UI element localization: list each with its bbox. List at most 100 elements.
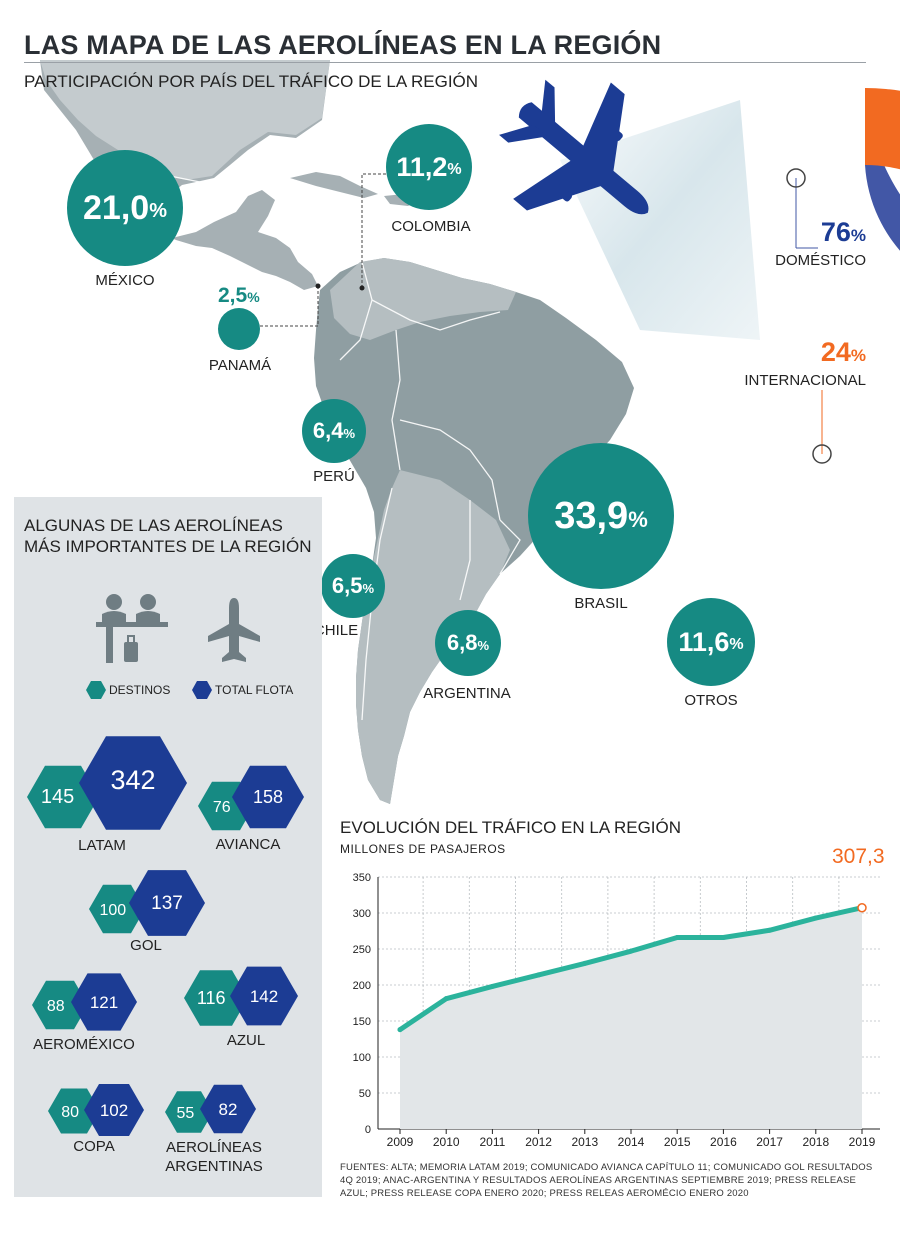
value-fleet-aeromexico: 121 [90,993,118,1012]
bubble-peru-unit: % [343,425,356,441]
airline-name-aeromexico: AEROMÉXICO [33,1036,135,1053]
value-fleet-copa: 102 [100,1101,128,1120]
value-fleet-avianca: 158 [253,787,283,807]
bubble-mexico: 21,0% [67,150,183,266]
y-tick-label: 100 [353,1052,371,1064]
airline-name-gol: GOL [130,937,162,954]
value-destinations-azul: 116 [197,988,226,1008]
donut-slice-international [865,88,900,170]
x-tick-label-2011: 2011 [479,1135,505,1149]
map-usa [40,60,330,180]
data-point-2016 [720,934,726,940]
label-peru: PERÚ [313,468,355,485]
data-point-2014 [628,948,634,954]
label-brasil: BRASIL [574,595,628,612]
airline-name-aerolineas-line1: AEROLÍNEAS [166,1139,262,1156]
value-fleet-gol: 137 [151,893,183,914]
data-point-2015 [674,934,680,940]
panama-value-label: 2,5% [218,284,260,308]
airline-name-aerolineas-line2: ARGENTINAS [165,1158,263,1175]
traffic-area [400,907,862,1129]
data-point-2019 [857,902,867,913]
data-point-2018 [813,915,819,921]
map-southern-cone [356,470,510,804]
value-fleet-aerolineas-argentinas: 82 [219,1100,238,1119]
bubble-chile-value: 6,5 [331,573,363,598]
hex-destinations-aeromexico [32,980,88,1030]
hex-fleet-avianca [232,765,304,829]
data-point-2012 [536,972,542,978]
label-chile: CHILE [313,622,359,639]
map-cuba [290,172,378,198]
bubble-peru: 6,4% [302,399,366,463]
x-tick-label-2018: 2018 [802,1135,829,1149]
x-tick-label-2014: 2014 [618,1135,645,1149]
x-tick-label-2019: 2019 [849,1135,876,1149]
airline-name-avianca: AVIANCA [215,836,281,853]
airline-name-latam: LATAM [78,837,126,854]
data-point-2013 [582,960,588,966]
international-value: 24 [820,337,851,367]
label-mexico: MÉXICO [95,272,155,289]
y-tick-label: 200 [353,980,371,992]
page-title: LAS MAPA DE LAS AEROLÍNEAS EN LA REGIÓN [24,30,662,60]
airlines-panel-title-line2: MÁS IMPORTANTES DE LA REGIÓN [24,537,312,556]
bubble-otros: 11,6% [667,598,755,686]
airplane-icon [499,79,649,215]
label-otros: OTROS [684,692,738,709]
y-tick-label: 0 [365,1124,371,1136]
destinations-icon [96,594,168,663]
bubble-mexico-value: 21,0 [83,188,150,227]
bubble-brasil-value: 33,9 [554,494,629,537]
hex-destinations-gol [89,884,145,934]
airline-name-azul: AZUL [226,1032,266,1049]
title-divider [24,62,866,63]
highlight-value-label: 307,3 [832,845,885,868]
x-tick-label-2016: 2016 [710,1135,737,1149]
airlines-panel-title-line1: ALGUNAS DE LAS AEROLÍNEAS [24,516,283,535]
bubble-argentina-unit: % [477,637,490,653]
hex-destinations-azul [184,970,248,1026]
bubble-mexico-unit: % [149,199,167,222]
legend-destinations-hex-icon [86,681,106,699]
data-point-2009 [397,1027,403,1033]
hex-fleet-azul [230,966,298,1026]
airline-name-aerolineas-argentinas: AEROLÍNEAS ARGENTINAS [165,1138,263,1176]
hex-fleet-copa [84,1084,144,1136]
bubble-colombia: 11,2% [386,124,472,210]
x-tick-label-2017: 2017 [756,1135,783,1149]
domestic-marker [786,168,806,188]
hex-fleet-gol [129,870,205,936]
value-destinations-avianca: 76 [213,799,231,816]
value-destinations-latam: 145 [41,786,74,808]
x-tick-label-2009: 2009 [387,1135,414,1149]
donut-slice-domestic [865,88,900,251]
hex-fleet-aerolineas-argentinas [200,1084,256,1134]
international-name: INTERNACIONAL [744,372,866,389]
bubble-chile: 6,5% [321,554,385,618]
bubble-colombia-value: 11,2 [396,151,448,182]
value-fleet-azul: 142 [250,987,278,1006]
label-panama: PANAMÁ [208,357,272,374]
data-point-2010 [443,996,449,1002]
x-tick-label-2010: 2010 [433,1135,460,1149]
sources-note: FUENTES: ALTA; MEMORIA LATAM 2019; COMUN… [340,1162,873,1199]
legend-fleet-label: TOTAL FLOTA [215,683,294,697]
international-unit: % [850,346,866,365]
domestic-value: 76 [820,217,851,247]
label-colombia: COLOMBIA [391,218,471,235]
hex-fleet-aeromexico [71,973,137,1031]
x-tick-label-2013: 2013 [571,1135,598,1149]
domestic-name: DOMÉSTICO [775,252,866,269]
bubble-argentina: 6,8% [435,610,501,676]
panama-value: 2,5 [218,284,248,307]
bubble-brasil-unit: % [628,507,648,532]
value-destinations-aerolineas-argentinas: 55 [177,1105,195,1122]
y-tick-label: 300 [353,908,371,920]
airline-name-copa: COPA [73,1138,115,1155]
bubble-argentina-value: 6,8 [446,630,478,655]
y-tick-label: 50 [359,1088,371,1100]
